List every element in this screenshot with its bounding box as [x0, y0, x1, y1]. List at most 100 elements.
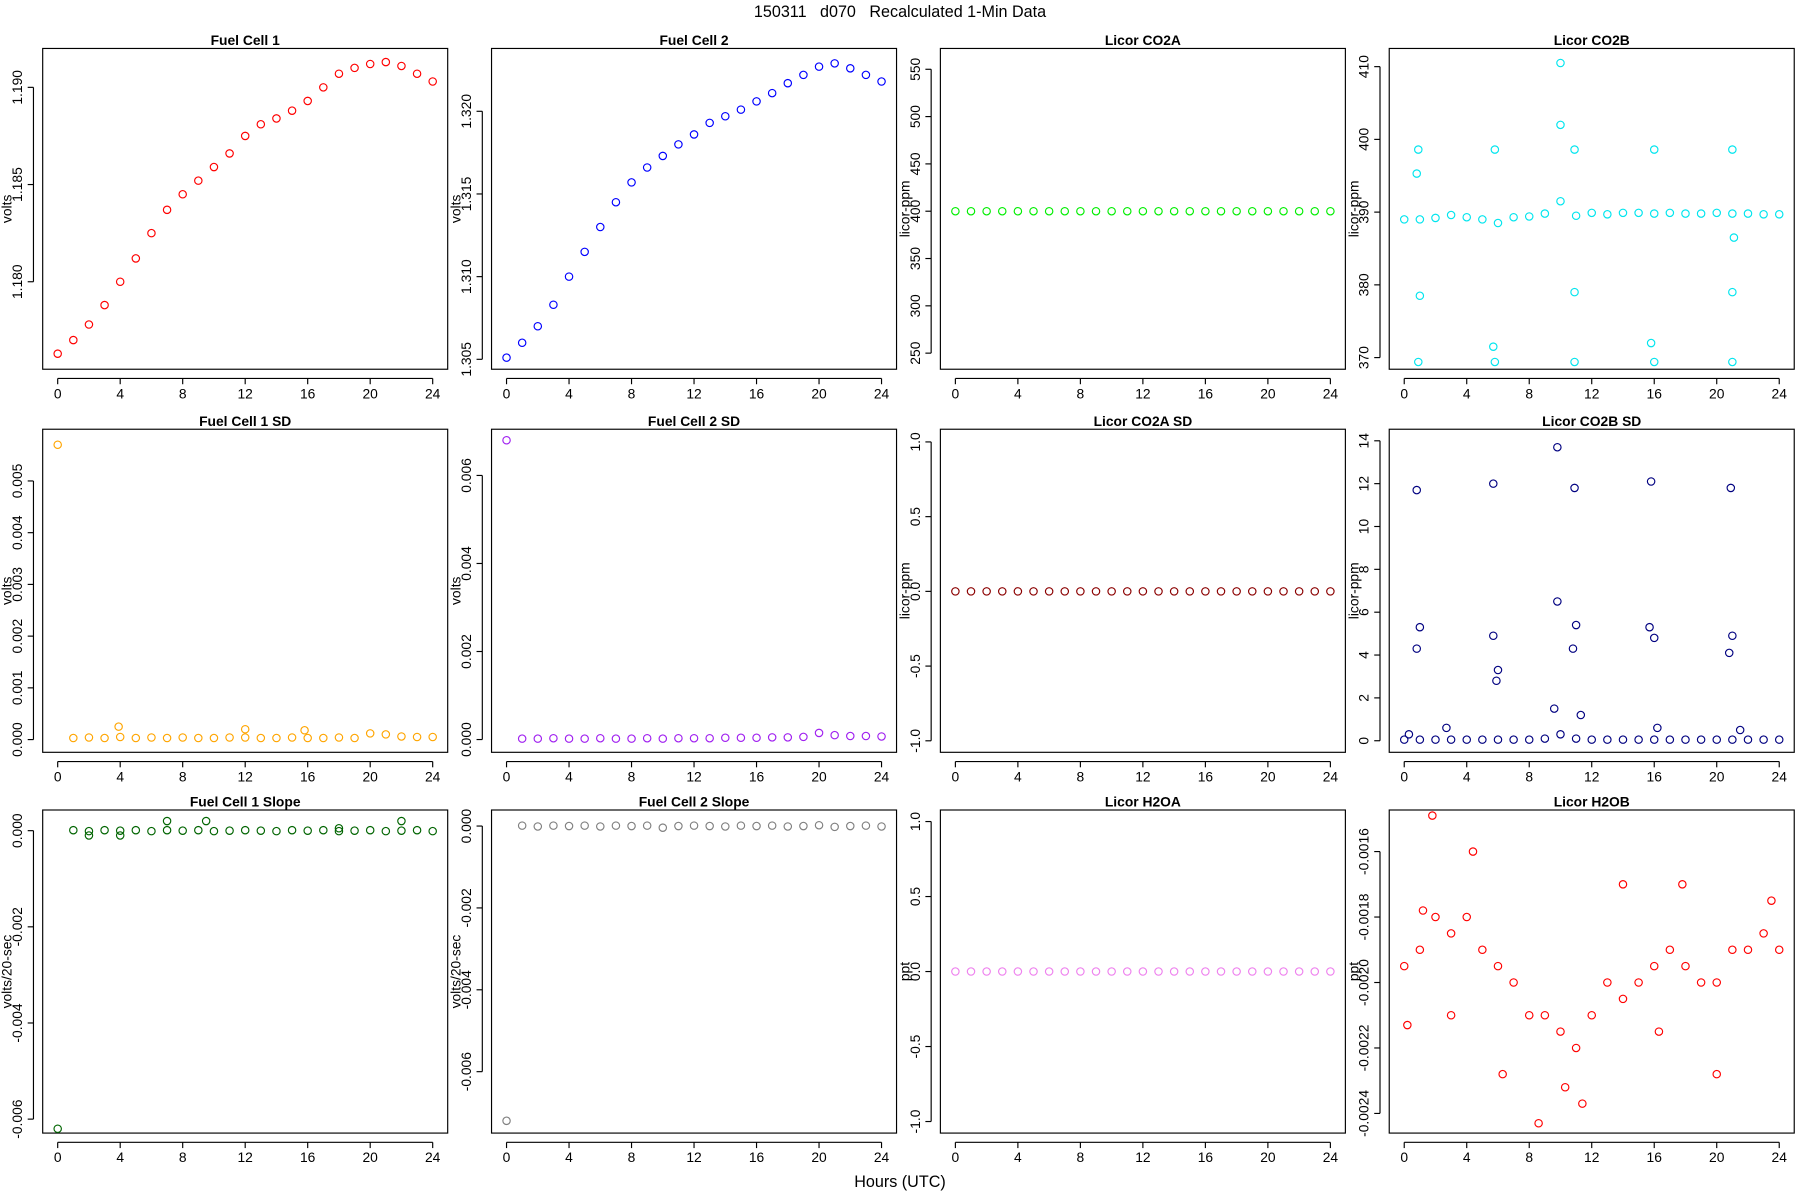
- point: [689, 130, 699, 139]
- x-tick-label: 4: [565, 1149, 573, 1165]
- y-tick-label: -0.5: [907, 1034, 923, 1058]
- point: [783, 733, 793, 742]
- point: [209, 826, 219, 836]
- x-tick-label: 0: [54, 385, 62, 401]
- point: [1138, 206, 1148, 216]
- point: [1310, 967, 1320, 976]
- x-tick-label: 16: [300, 385, 316, 401]
- panel-title: Licor CO2A SD: [1094, 413, 1193, 429]
- point: [1540, 734, 1550, 743]
- panel: Fuel Cell 2 Slope volts/20-sec 0 4 8 12 16 20 24…: [448, 794, 898, 1165]
- x-tick-label: 16: [749, 385, 765, 401]
- point: [350, 63, 359, 73]
- point: [658, 151, 668, 161]
- point: [1216, 967, 1226, 976]
- point: [1646, 477, 1656, 486]
- point: [319, 825, 328, 835]
- point: [131, 733, 141, 743]
- y-tick-label: 380: [1356, 273, 1372, 296]
- point: [721, 111, 730, 121]
- point: [1091, 967, 1101, 976]
- point: [1232, 967, 1241, 976]
- point: [861, 821, 871, 830]
- plot-frame: [42, 47, 449, 370]
- point: [381, 730, 391, 739]
- point: [240, 131, 250, 141]
- point: [1446, 929, 1456, 938]
- point: [1107, 206, 1116, 216]
- point: [1060, 967, 1070, 976]
- plot-frame: [42, 428, 449, 753]
- point: [1462, 212, 1472, 222]
- point: [1044, 587, 1054, 596]
- point: [1468, 847, 1478, 856]
- point: [997, 587, 1007, 596]
- point: [397, 732, 406, 741]
- point: [674, 821, 683, 831]
- x-tick-label: 0: [54, 768, 62, 784]
- x-tick-label: 8: [1525, 1149, 1533, 1165]
- point: [1571, 734, 1581, 743]
- plot-frame: [1388, 809, 1795, 1134]
- point: [1489, 342, 1498, 351]
- point: [1013, 587, 1023, 596]
- point: [1431, 735, 1440, 744]
- point: [502, 353, 511, 362]
- point: [1446, 1010, 1456, 1020]
- point: [705, 118, 714, 128]
- point: [1665, 735, 1675, 744]
- point: [642, 821, 652, 830]
- point: [674, 733, 683, 743]
- x-tick-label: 12: [1584, 385, 1599, 401]
- point: [533, 321, 543, 331]
- panel-title: Fuel Cell 1 SD: [199, 413, 291, 429]
- y-tick-label: 0.003: [9, 567, 25, 602]
- point: [1654, 1027, 1664, 1036]
- y-tick-label: 0.5: [907, 507, 923, 527]
- y-axis-label: licor-ppm: [896, 562, 912, 619]
- y-tick-label: 550: [907, 57, 923, 80]
- point: [1247, 206, 1257, 216]
- point: [272, 114, 281, 123]
- x-tick-label: 20: [811, 1149, 827, 1165]
- point: [53, 1124, 62, 1134]
- y-tick-label: 400: [907, 199, 923, 222]
- panel-title: Licor CO2B: [1554, 32, 1630, 48]
- point: [1493, 665, 1503, 675]
- y-tick-label: 12: [1356, 476, 1372, 491]
- point: [1724, 648, 1734, 658]
- point: [1678, 880, 1687, 889]
- x-tick-label: 20: [1260, 768, 1276, 784]
- y-tick-label: 1.305: [458, 342, 474, 377]
- point: [1509, 735, 1518, 744]
- point: [1294, 967, 1304, 976]
- point: [1310, 587, 1320, 596]
- point: [1556, 58, 1565, 68]
- x-tick-label: 24: [1772, 768, 1788, 784]
- y-axis-label: volts: [0, 195, 15, 224]
- point: [705, 733, 714, 743]
- point: [1696, 735, 1706, 744]
- point: [412, 732, 422, 742]
- x-tick-label: 4: [1463, 1149, 1471, 1165]
- point: [564, 734, 574, 743]
- panel-title: Licor CO2A: [1105, 32, 1181, 48]
- point: [115, 826, 125, 835]
- point: [966, 967, 976, 976]
- point: [1681, 961, 1690, 971]
- x-tick-label: 4: [116, 768, 124, 784]
- point: [1122, 206, 1132, 216]
- y-tick-label: 0.002: [458, 634, 474, 669]
- plot-frame: [42, 809, 449, 1134]
- plot-frame: [490, 428, 898, 753]
- x-tick-label: 16: [300, 768, 316, 784]
- panel: Licor CO2A SD licor-ppm 0 4 8 12 16 20 24 -1.0 -0.…: [896, 413, 1346, 784]
- point: [549, 821, 558, 830]
- point: [1418, 906, 1428, 915]
- point: [997, 206, 1007, 216]
- point: [1493, 961, 1503, 971]
- point: [1603, 210, 1612, 219]
- point: [1294, 206, 1304, 216]
- y-tick-label: -0.0018: [1356, 893, 1372, 940]
- x-tick-label: 12: [686, 1149, 701, 1165]
